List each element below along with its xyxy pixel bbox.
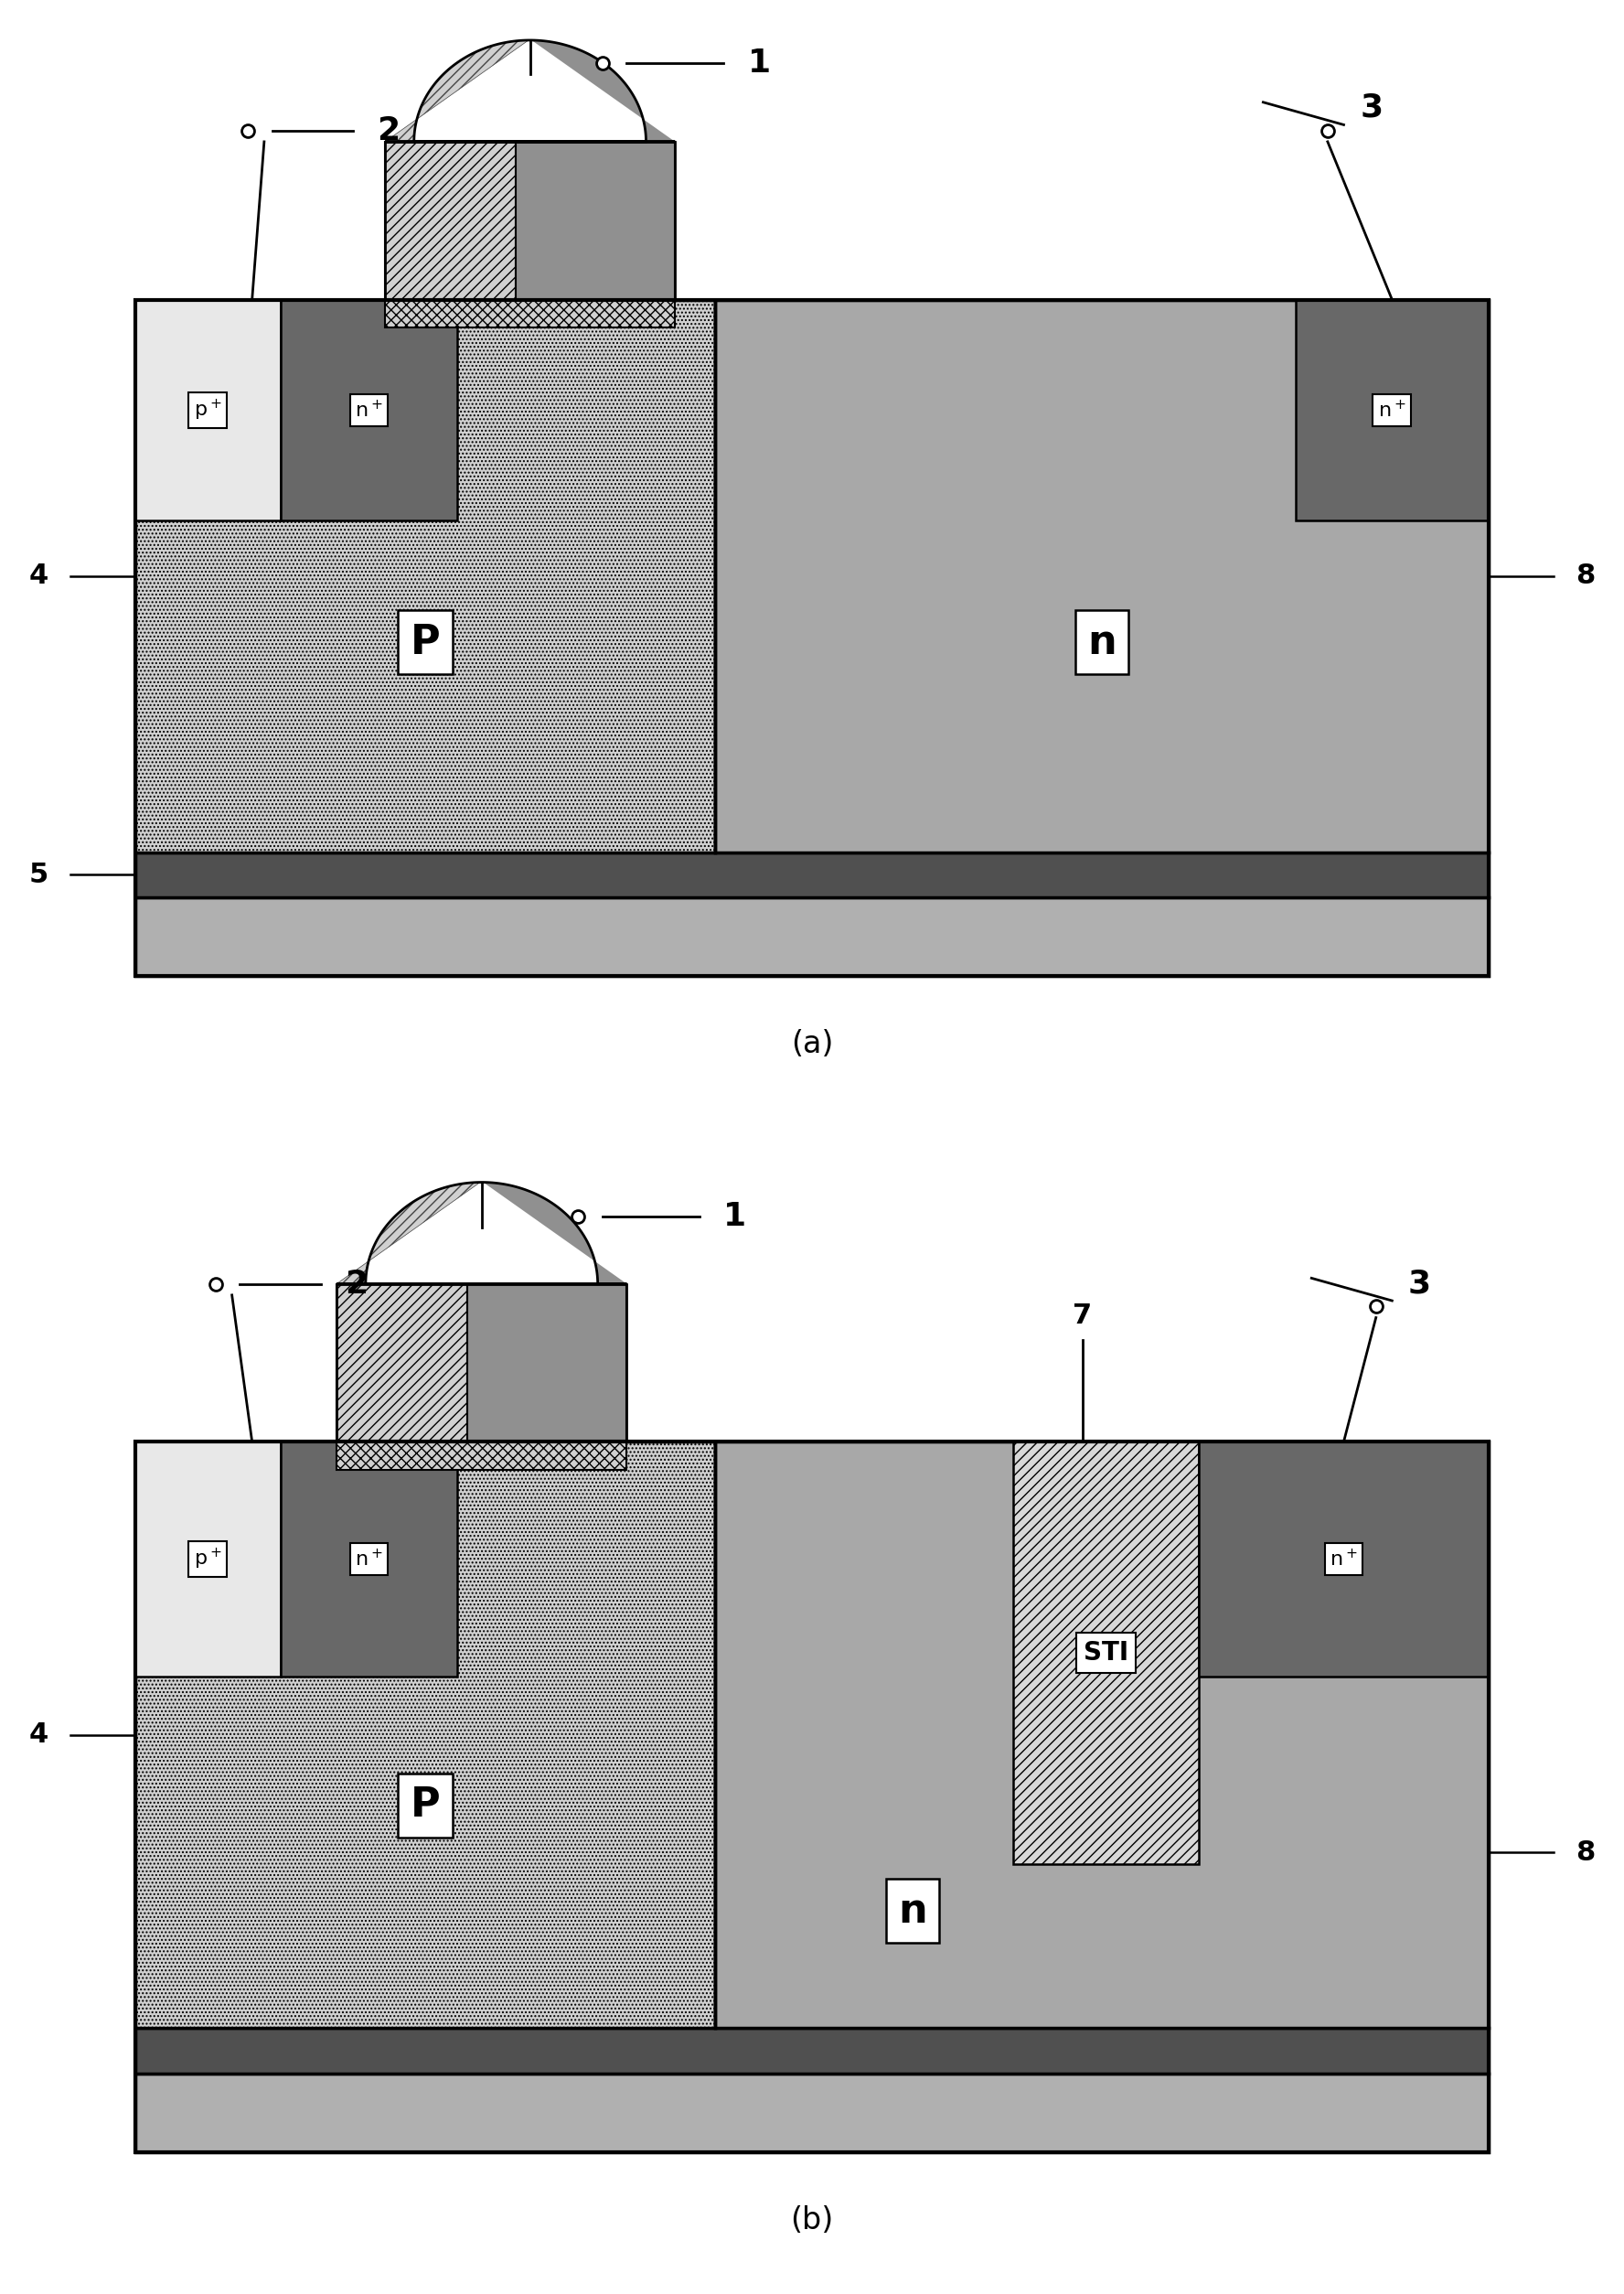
Bar (515, 142, 676, 301)
Bar (715, 1441, 1489, 2028)
Bar (135, 897, 1489, 977)
Bar (1013, 1441, 1199, 1865)
Text: 2: 2 (344, 1269, 367, 1298)
Bar (715, 301, 1489, 853)
Text: n: n (1088, 622, 1117, 663)
Text: n$^+$: n$^+$ (1379, 399, 1406, 420)
Bar (135, 2028, 1489, 2074)
Text: 5: 5 (29, 863, 49, 888)
Bar (135, 853, 1489, 897)
Bar (135, 301, 715, 853)
Text: P: P (411, 1785, 440, 1826)
Text: 3: 3 (1359, 92, 1382, 124)
Bar (468, 1285, 627, 1441)
Text: P: P (411, 622, 440, 663)
Bar (281, 1441, 458, 1677)
Bar (135, 301, 281, 521)
Text: n$^+$: n$^+$ (356, 1548, 383, 1569)
Text: n$^+$: n$^+$ (1330, 1548, 1358, 1569)
Text: 8: 8 (1575, 1840, 1595, 1865)
Bar (385, 142, 515, 301)
Text: p$^+$: p$^+$ (193, 1546, 222, 1571)
Bar (135, 2074, 1489, 2152)
Text: (a): (a) (791, 1030, 833, 1060)
Text: (b): (b) (791, 2205, 833, 2234)
Text: 1: 1 (747, 48, 770, 78)
Bar (135, 301, 1489, 977)
Polygon shape (336, 1181, 482, 1285)
Polygon shape (385, 41, 529, 142)
Text: 3: 3 (1408, 1269, 1431, 1298)
Text: n: n (898, 1890, 927, 1932)
Polygon shape (529, 41, 676, 142)
Polygon shape (482, 1181, 627, 1285)
Bar (385, 142, 676, 301)
Bar (1199, 1441, 1489, 1677)
Bar (336, 1441, 627, 1470)
Text: 2: 2 (377, 115, 400, 147)
Text: STI: STI (1083, 1640, 1129, 1665)
Text: 4: 4 (29, 1723, 49, 1748)
Bar (385, 301, 676, 328)
Text: 1: 1 (723, 1200, 747, 1232)
Text: n$^+$: n$^+$ (356, 399, 383, 420)
Text: 4: 4 (29, 562, 49, 590)
Bar (1296, 301, 1489, 521)
Text: 8: 8 (1575, 562, 1595, 590)
Text: p$^+$: p$^+$ (193, 397, 222, 422)
Bar (135, 1441, 715, 2028)
Bar (135, 1441, 1489, 2152)
Bar (336, 1285, 627, 1441)
Bar (135, 1441, 281, 1677)
Bar (281, 301, 458, 521)
Bar (336, 1285, 468, 1441)
Text: 7: 7 (1073, 1303, 1093, 1328)
